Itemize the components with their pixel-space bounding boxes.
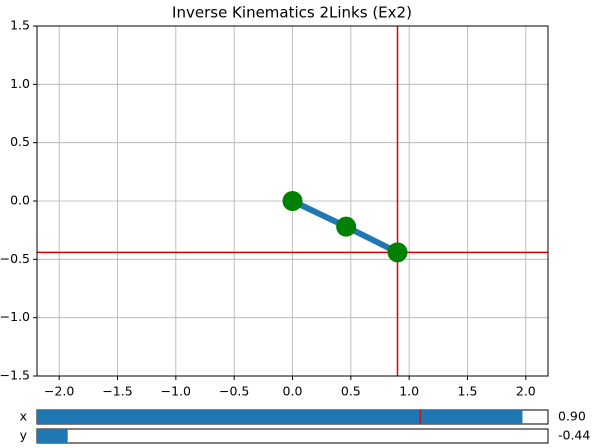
slider-fill[interactable] — [37, 429, 68, 443]
y-tick-label: 1.0 — [10, 76, 30, 91]
y-tick-label: −1.0 — [0, 309, 30, 324]
x-tick-label: 0.5 — [341, 384, 361, 399]
axes-frame — [36, 25, 549, 377]
y-tick-label: 0.0 — [10, 193, 30, 208]
y-tick-label: −1.5 — [0, 368, 30, 383]
chart-title: Inverse Kinematics 2Links (Ex2) — [172, 4, 412, 22]
y-tick-label: 0.5 — [10, 134, 30, 149]
x-tick-label: −1.5 — [102, 384, 132, 399]
slider-fill[interactable] — [37, 410, 523, 424]
y-tick-label: −0.5 — [0, 251, 30, 266]
x-tick-label: 2.0 — [516, 384, 536, 399]
y-tick-label: 1.5 — [10, 18, 30, 33]
slider-value: 0.90 — [558, 409, 586, 424]
slider-value: -0.44 — [558, 428, 590, 443]
slider-label: y — [20, 428, 28, 443]
x-tick-label: −1.0 — [161, 384, 191, 399]
joint — [282, 191, 303, 211]
joint — [387, 242, 408, 263]
slider-label: x — [20, 409, 27, 424]
x-tick-label: 1.5 — [458, 384, 478, 399]
slider-track[interactable] — [36, 428, 549, 444]
x-tick-label: −2.0 — [44, 384, 74, 399]
x-tick-label: 1.0 — [399, 384, 419, 399]
x-tick-label: −0.5 — [219, 384, 249, 399]
x-tick-label: 0.0 — [283, 384, 303, 399]
joint — [336, 216, 357, 237]
